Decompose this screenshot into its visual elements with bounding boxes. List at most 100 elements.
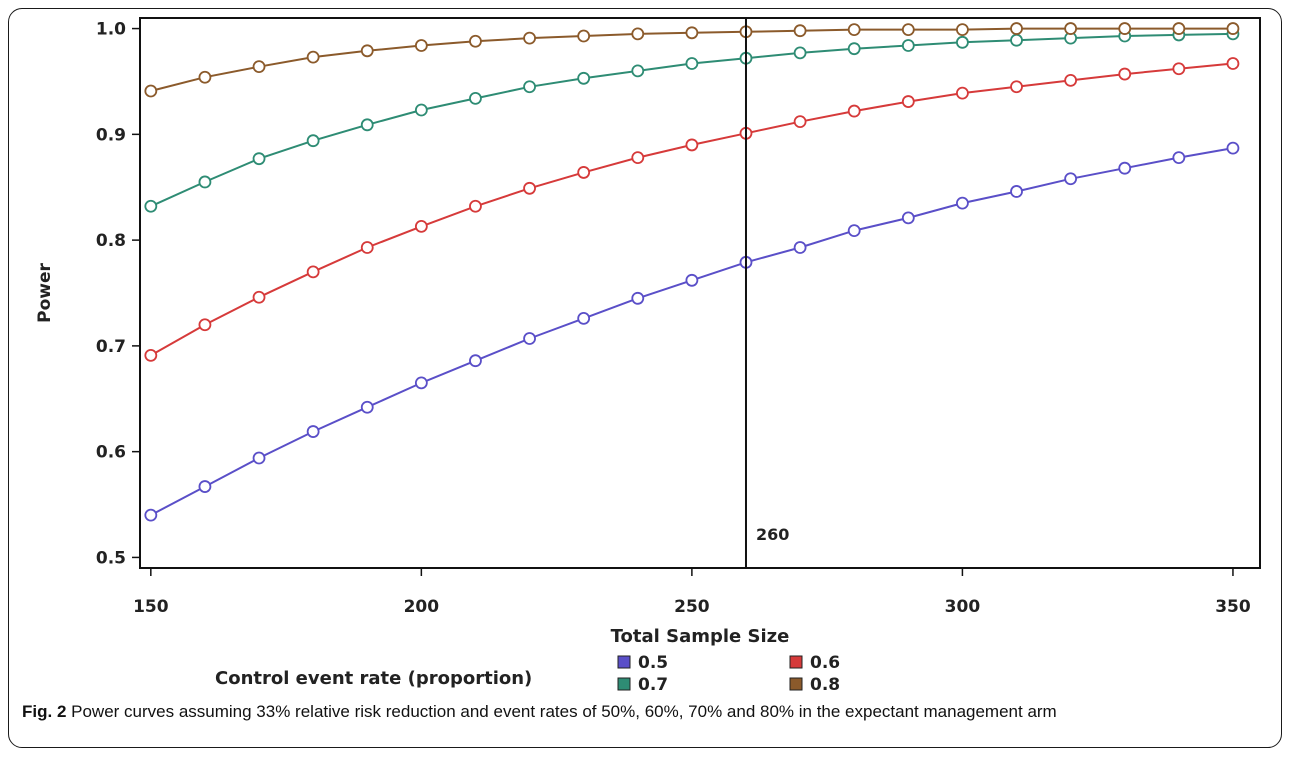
series-layer: 260 bbox=[144, 18, 1240, 568]
data-point bbox=[793, 115, 807, 129]
data-point bbox=[306, 265, 320, 279]
data-point bbox=[1010, 22, 1023, 35]
data-point bbox=[1010, 33, 1023, 47]
data-point bbox=[198, 480, 212, 493]
figure-caption: Fig. 2 Power curves assuming 33% relativ… bbox=[22, 702, 1057, 722]
data-point bbox=[956, 196, 969, 210]
data-point bbox=[414, 103, 428, 117]
y-tick-label: 1.0 bbox=[96, 20, 126, 40]
data-point bbox=[685, 138, 699, 152]
data-point bbox=[198, 175, 212, 189]
data-point bbox=[469, 91, 482, 105]
data-point bbox=[144, 349, 158, 362]
data-point bbox=[847, 104, 861, 118]
legend-label: 0.5 bbox=[638, 653, 668, 673]
data-point bbox=[523, 181, 536, 195]
y-tick-label: 0.9 bbox=[96, 125, 126, 145]
data-point bbox=[685, 57, 699, 70]
data-point bbox=[360, 241, 374, 254]
data-point bbox=[144, 508, 158, 522]
data-point bbox=[847, 23, 861, 37]
legend: Control event rate (proportion) 0.5 0.6 0.7… bbox=[215, 653, 840, 695]
data-point bbox=[1226, 57, 1240, 70]
data-point bbox=[144, 84, 158, 98]
data-point bbox=[631, 151, 645, 165]
power-chart: 150 200 250 300 350 0.5 0.6 0.7 0.8 0.9 1.0 Total S… bbox=[35, 17, 1261, 695]
data-point bbox=[306, 425, 320, 438]
data-point bbox=[956, 35, 969, 49]
data-point bbox=[252, 290, 266, 304]
data-point bbox=[252, 152, 266, 166]
plot-frame bbox=[139, 17, 1261, 569]
data-point bbox=[685, 273, 699, 287]
y-axis-label: Power bbox=[35, 263, 55, 323]
data-point bbox=[793, 24, 807, 38]
data-point bbox=[252, 451, 266, 465]
data-point bbox=[1172, 62, 1186, 76]
data-point bbox=[1064, 74, 1078, 87]
legend-swatch bbox=[789, 677, 803, 691]
x-axis-label: Total Sample Size bbox=[611, 626, 790, 647]
data-point bbox=[956, 23, 969, 37]
data-point bbox=[360, 44, 374, 58]
caption-text: Power curves assuming 33% relative risk … bbox=[66, 702, 1057, 721]
x-tick-label: 350 bbox=[1215, 597, 1251, 617]
data-point bbox=[469, 199, 482, 213]
data-point bbox=[1064, 172, 1078, 186]
y-tick-label: 0.7 bbox=[96, 337, 126, 357]
data-point bbox=[901, 211, 915, 225]
data-point bbox=[1118, 67, 1132, 81]
legend-title: Control event rate (proportion) bbox=[215, 668, 532, 689]
data-point bbox=[631, 27, 645, 41]
data-point bbox=[956, 86, 969, 100]
data-point bbox=[198, 318, 212, 332]
data-point bbox=[847, 42, 861, 56]
data-point bbox=[793, 46, 807, 60]
data-point bbox=[523, 80, 536, 94]
data-point bbox=[631, 64, 645, 78]
legend-label: 0.8 bbox=[810, 675, 840, 695]
data-point bbox=[901, 39, 915, 52]
data-point bbox=[577, 311, 591, 325]
y-tick-label: 0.8 bbox=[96, 231, 126, 251]
x-tick-label: 250 bbox=[674, 597, 710, 617]
data-point bbox=[360, 118, 374, 132]
data-point bbox=[414, 376, 428, 390]
data-point bbox=[414, 219, 428, 233]
legend-swatch bbox=[789, 655, 803, 669]
data-point bbox=[1064, 22, 1078, 35]
data-point bbox=[414, 39, 428, 52]
reference-line-label: 260 bbox=[756, 525, 789, 544]
data-point bbox=[1010, 185, 1023, 198]
data-point bbox=[144, 199, 158, 213]
data-point bbox=[577, 29, 591, 43]
data-point bbox=[1118, 161, 1132, 175]
data-point bbox=[685, 26, 699, 40]
data-point bbox=[360, 400, 374, 414]
data-point bbox=[306, 134, 320, 148]
axes: 150 200 250 300 350 0.5 0.6 0.7 0.8 0.9 1.0 Total S… bbox=[35, 20, 1251, 647]
data-point bbox=[198, 70, 212, 84]
data-point bbox=[1010, 80, 1023, 94]
legend-swatch bbox=[617, 655, 631, 669]
data-point bbox=[1226, 22, 1240, 35]
caption-label: Fig. 2 bbox=[22, 702, 67, 721]
data-point bbox=[306, 50, 320, 64]
data-point bbox=[1226, 141, 1240, 155]
data-point bbox=[523, 332, 536, 345]
data-point bbox=[252, 60, 266, 74]
data-point bbox=[631, 291, 645, 305]
data-point bbox=[523, 31, 536, 45]
y-tick-label: 0.6 bbox=[96, 443, 126, 463]
legend-swatch bbox=[617, 677, 631, 691]
data-point bbox=[901, 23, 915, 37]
x-tick-label: 150 bbox=[133, 597, 169, 617]
data-point bbox=[469, 34, 482, 48]
legend-label: 0.6 bbox=[810, 653, 840, 673]
data-point bbox=[577, 166, 591, 179]
data-point bbox=[901, 95, 915, 108]
data-point bbox=[847, 224, 861, 237]
data-point bbox=[1172, 22, 1186, 35]
legend-label: 0.7 bbox=[638, 675, 668, 695]
data-point bbox=[1118, 22, 1132, 35]
